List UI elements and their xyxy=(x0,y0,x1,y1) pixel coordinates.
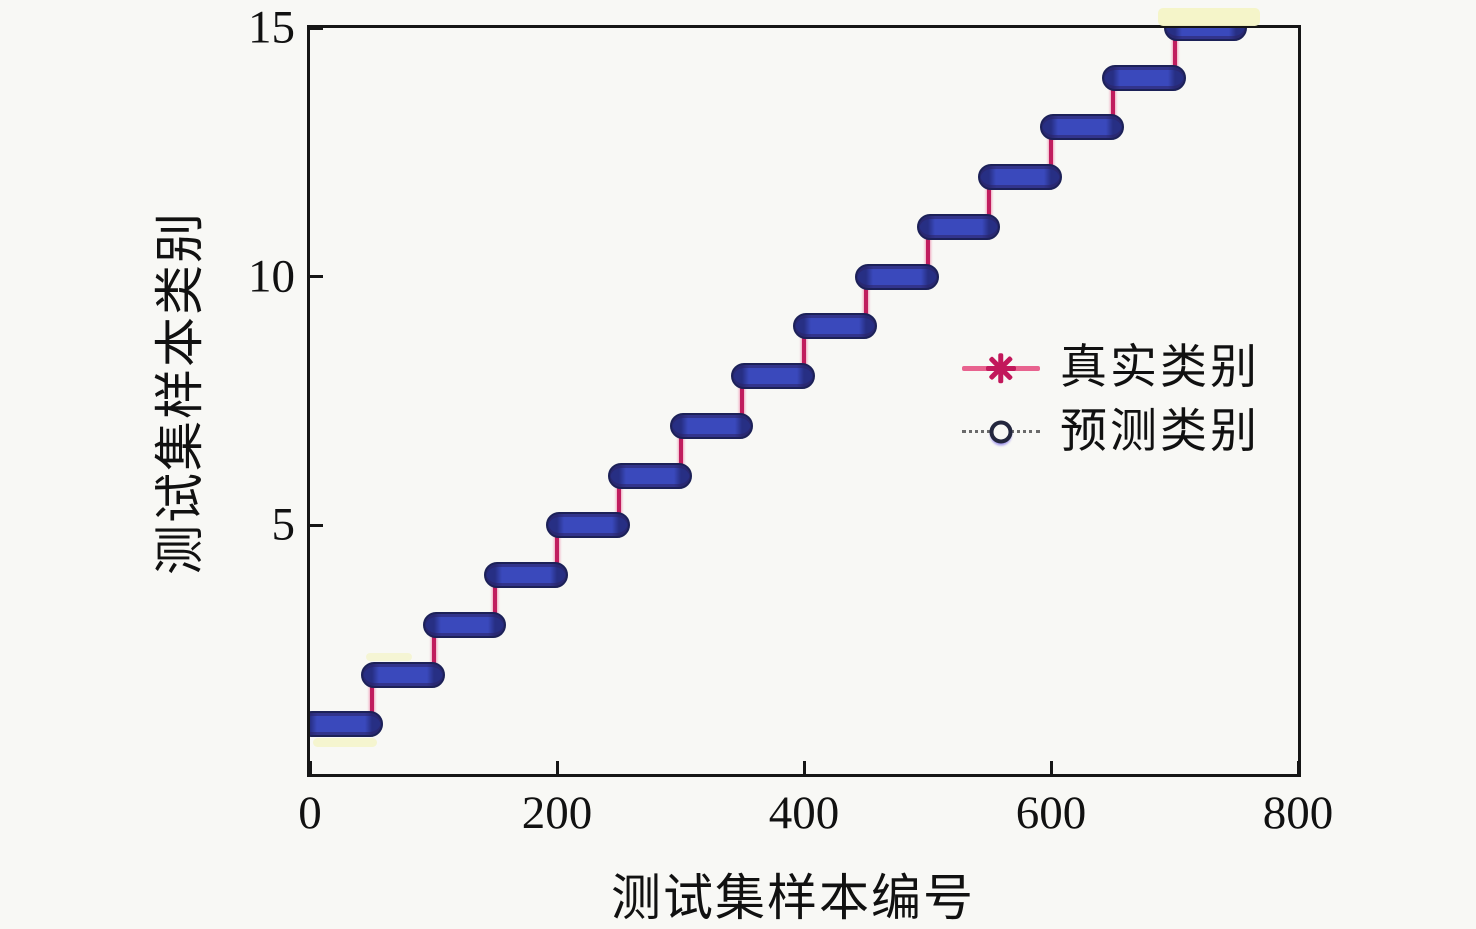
true-class-step-connector xyxy=(616,475,621,526)
plot-inner xyxy=(310,28,1298,774)
compression-artifact xyxy=(1158,8,1260,26)
x-tick-label: 400 xyxy=(768,787,840,839)
x-tick-label: 600 xyxy=(1015,787,1087,839)
compression-artifact xyxy=(365,652,412,661)
true-class-step-connector xyxy=(678,425,683,476)
y-tick-mark xyxy=(310,523,323,527)
step-class-2 xyxy=(360,661,445,688)
true-class-step-connector xyxy=(1049,127,1053,178)
y-tick-label: 15 xyxy=(248,1,295,54)
true-class-step-connector xyxy=(1172,28,1177,78)
true-class-line-sample xyxy=(962,351,1040,385)
true-class-step-connector xyxy=(1110,77,1115,128)
true-class-step-connector xyxy=(987,177,992,227)
x-tick-label: 200 xyxy=(521,787,593,839)
x-tick-mark xyxy=(1296,761,1298,774)
predicted-class-line-sample xyxy=(962,415,1040,449)
true-class-step-connector xyxy=(925,226,930,277)
x-tick-mark xyxy=(802,761,806,774)
legend-label-true: 真实类别 xyxy=(1060,341,1260,394)
true-class-step-connector xyxy=(802,326,806,377)
true-class-step-connector xyxy=(555,525,559,576)
true-class-step-connector xyxy=(493,575,498,625)
step-class-1 xyxy=(310,711,383,738)
x-tick-mark xyxy=(1049,761,1053,774)
step-class-15 xyxy=(1163,28,1248,41)
step-class-5 xyxy=(546,512,630,539)
legend-item-predicted-class: 预测类别 xyxy=(962,400,1260,464)
true-class-step-connector xyxy=(863,276,868,327)
step-class-14 xyxy=(1101,64,1186,91)
true-class-step-connector xyxy=(431,624,436,675)
legend-item-true-class: 真实类别 xyxy=(962,336,1260,400)
asterisk-marker-icon xyxy=(986,353,1016,384)
y-tick-label: 5 xyxy=(271,498,296,551)
step-class-4 xyxy=(484,562,568,589)
true-class-step-connector xyxy=(740,376,745,426)
step-class-3 xyxy=(422,611,507,638)
step-class-12 xyxy=(978,164,1062,191)
x-tick-mark xyxy=(555,761,559,774)
y-tick-label: 10 xyxy=(248,250,295,303)
legend-label-predicted: 预测类别 xyxy=(1060,405,1260,458)
compression-artifact xyxy=(313,738,377,748)
step-class-7 xyxy=(669,412,754,439)
x-tick-mark xyxy=(310,761,312,774)
circle-marker-icon xyxy=(989,420,1013,444)
true-class-step-connector xyxy=(369,674,374,725)
step-class-10 xyxy=(854,263,939,290)
y-tick-mark xyxy=(310,275,323,279)
step-class-11 xyxy=(916,213,1001,240)
x-tick-label: 0 xyxy=(298,787,322,839)
step-class-6 xyxy=(607,462,692,489)
x-tick-label: 800 xyxy=(1262,787,1334,839)
step-class-13 xyxy=(1040,114,1124,141)
step-class-8 xyxy=(731,363,815,390)
step-class-9 xyxy=(793,313,877,340)
plot-area xyxy=(307,25,1301,777)
y-tick-mark xyxy=(310,28,323,30)
legend: 真实类别 预测类别 xyxy=(962,336,1260,464)
x-axis-title: 测试集样本编号 xyxy=(611,870,975,926)
